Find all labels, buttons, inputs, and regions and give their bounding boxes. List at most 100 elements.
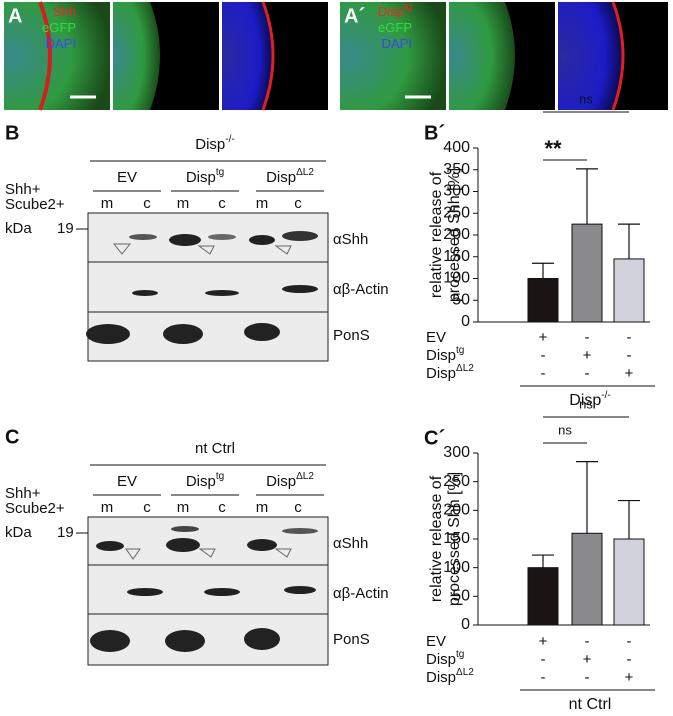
row-label: DispΔL2	[426, 667, 474, 686]
lane-label: c	[294, 195, 302, 212]
group-label: Disp-/-	[569, 390, 610, 410]
group-label-text: Disp	[186, 473, 216, 490]
band	[282, 285, 318, 293]
condition-label: nt Ctrl	[195, 440, 235, 457]
channel-label-text: DAPI	[46, 36, 76, 51]
bar	[571, 532, 603, 626]
image	[611, 1, 625, 111]
panel-label: C	[5, 426, 19, 448]
significance-label: ns	[579, 91, 593, 106]
image	[340, 2, 446, 110]
channel-label-text: Shh	[53, 4, 76, 19]
row-sign: +	[539, 633, 548, 650]
group-label-text: EV	[117, 473, 137, 490]
marker-unit: kDa	[5, 220, 32, 237]
marker-label: 19	[57, 220, 74, 237]
row-sign: +	[625, 365, 634, 382]
y-axis-label: processed Shh [%]	[446, 168, 463, 302]
band	[86, 324, 130, 344]
group-label-text: nt Ctrl	[569, 696, 612, 713]
marker-label: 19	[57, 524, 74, 541]
image	[222, 2, 272, 110]
row-sign: +	[625, 669, 634, 686]
panel-label: A´	[344, 5, 365, 27]
y-tick-label: 150	[443, 248, 470, 265]
lane-label: c	[143, 195, 151, 212]
panel-label: B	[5, 122, 19, 144]
channel-label-text: eGFP	[378, 20, 412, 35]
row-label: DispΔL2	[426, 363, 474, 382]
panel-label: C´	[424, 427, 445, 449]
band	[247, 539, 277, 551]
bar	[571, 223, 603, 323]
row-sign: -	[585, 669, 590, 686]
bar	[613, 258, 645, 323]
row-sign: -	[585, 365, 590, 382]
channel-label-text: Disp	[378, 4, 404, 19]
y-tick-label: 250	[443, 473, 470, 490]
micrograph-strip	[4, 1, 668, 111]
row-label-text: Disp	[426, 365, 456, 382]
group-label: nt Ctrl	[569, 696, 612, 713]
blot-row-label: αβ-Actin	[333, 585, 389, 602]
blot-row-label: αShh	[333, 231, 368, 248]
treatment-label: Shh+	[5, 485, 41, 502]
lane-label: c	[218, 499, 226, 516]
row-label-text: Disp	[426, 651, 456, 668]
y-tick-label: 300	[443, 444, 470, 461]
row-label: EV	[426, 329, 446, 346]
bar	[613, 538, 645, 626]
significance-label: ns	[579, 396, 593, 411]
blot-images	[86, 212, 329, 666]
band	[244, 628, 280, 650]
band	[169, 234, 201, 246]
treatment-label: Shh+	[5, 181, 41, 198]
y-tick-label: 250	[443, 204, 470, 221]
y-axis-label: relative release of	[428, 475, 445, 602]
y-tick-label: 0	[461, 313, 470, 330]
row-label: EV	[426, 633, 446, 650]
row-label-text: Disp	[426, 669, 456, 686]
band	[282, 231, 318, 241]
row-label-text: EV	[426, 329, 446, 346]
lane-label: c	[143, 499, 151, 516]
band	[282, 528, 318, 534]
row-label: Disptg	[426, 649, 464, 668]
row-sign: +	[539, 329, 548, 346]
band	[204, 588, 240, 596]
row-sign: -	[585, 633, 590, 650]
condition-label-text: Disp	[195, 136, 225, 153]
y-tick-label: 50	[452, 588, 470, 605]
y-tick-label: 200	[443, 226, 470, 243]
image	[4, 2, 110, 110]
y-tick-label: 300	[443, 183, 470, 200]
bar	[527, 278, 559, 323]
band	[244, 323, 280, 341]
arrow	[274, 245, 292, 255]
channel-label: Disptg	[378, 2, 412, 20]
band	[208, 234, 236, 240]
group-label-sup: tg	[216, 167, 224, 178]
group-label-sup: ΔL2	[296, 471, 314, 482]
row-sign: -	[627, 651, 632, 668]
lane-label: c	[294, 499, 302, 516]
row-sign: -	[585, 329, 590, 346]
band	[205, 290, 239, 296]
channel-label-text: DAPI	[382, 36, 412, 51]
y-tick-label: 200	[443, 502, 470, 519]
lane-label: m	[177, 195, 190, 212]
band	[96, 541, 124, 551]
group-label-sup: tg	[216, 471, 224, 482]
y-tick-label: 0	[461, 616, 470, 633]
lane-label: m	[101, 195, 114, 212]
row-sign: -	[541, 365, 546, 382]
group-label: DispΔL2	[266, 471, 314, 490]
arrow	[198, 548, 216, 558]
panel-label: A	[8, 5, 22, 27]
channel-label-text: eGFP	[42, 20, 76, 35]
condition-label-text: nt Ctrl	[195, 440, 235, 457]
channel-label: eGFP	[378, 20, 412, 35]
lane-label: m	[101, 499, 114, 516]
band	[249, 235, 275, 245]
lane-label: m	[256, 499, 269, 516]
